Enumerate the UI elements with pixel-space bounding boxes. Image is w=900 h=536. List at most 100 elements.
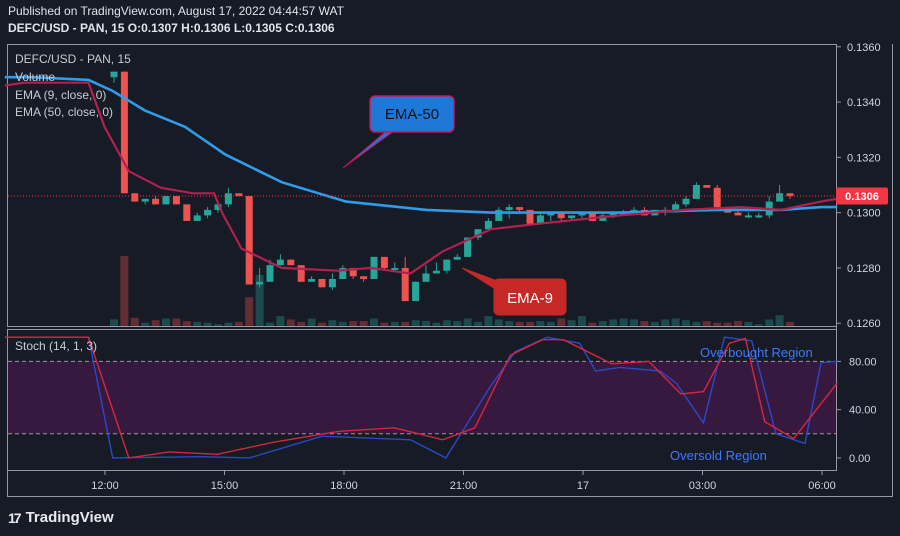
candle-body bbox=[308, 279, 316, 282]
volume-bar bbox=[640, 321, 649, 326]
current-price-label: 0.1306 bbox=[845, 191, 879, 203]
volume-bar bbox=[182, 321, 191, 326]
volume-bars bbox=[110, 256, 794, 326]
candle-body bbox=[588, 212, 596, 221]
volume-bar bbox=[224, 322, 233, 326]
candle-body bbox=[380, 256, 388, 268]
volume-bar bbox=[650, 321, 659, 326]
brand-name: TradingView bbox=[25, 509, 114, 526]
stoch-band bbox=[8, 361, 836, 434]
volume-bar bbox=[338, 321, 347, 326]
volume-bar bbox=[422, 321, 430, 326]
candle-body bbox=[297, 265, 305, 282]
candle-body bbox=[224, 193, 232, 205]
volume-bar bbox=[297, 321, 306, 326]
stoch-d-line bbox=[4, 336, 838, 459]
volume-bar bbox=[578, 316, 586, 326]
volume-bar bbox=[276, 316, 285, 326]
candle-body bbox=[183, 204, 191, 221]
candle-body bbox=[484, 220, 492, 230]
volume-bar bbox=[193, 321, 202, 326]
candle-body bbox=[744, 215, 752, 218]
stoch-tick-label: 0.00 bbox=[849, 453, 870, 465]
candle-body bbox=[401, 267, 409, 302]
candle-body bbox=[703, 185, 711, 188]
time-tick-label: 12:00 bbox=[91, 480, 119, 492]
volume-bar bbox=[401, 321, 410, 326]
price-tick-label: 0.1360 bbox=[847, 42, 881, 54]
candle-body bbox=[120, 71, 128, 194]
volume-bar bbox=[702, 321, 711, 326]
candle-body bbox=[443, 259, 451, 271]
volume-bar bbox=[110, 319, 118, 326]
volume-bar bbox=[609, 319, 618, 326]
volume-bar bbox=[557, 318, 566, 326]
volume-bar bbox=[515, 321, 524, 326]
candle-body bbox=[453, 256, 461, 260]
time-tick-label: 17 bbox=[577, 480, 589, 492]
candle-body bbox=[276, 259, 284, 266]
price-pane-frame bbox=[7, 44, 837, 327]
legend-stoch: Stoch (14, 1, 3) bbox=[15, 339, 98, 353]
time-tick-label: 18:00 bbox=[330, 480, 358, 492]
price-tick-label: 0.1320 bbox=[847, 152, 881, 164]
volume-bar bbox=[162, 318, 170, 326]
candle-body bbox=[318, 279, 326, 288]
volume-bar bbox=[619, 318, 628, 326]
candle-body bbox=[256, 281, 264, 285]
published-info: Published on TradingView.com, August 17,… bbox=[8, 4, 344, 18]
candle-body bbox=[193, 215, 201, 221]
oversold-label: Oversold Region bbox=[670, 448, 767, 463]
price-tick-label: 0.1340 bbox=[847, 97, 881, 109]
ema9-callout: EMA-9 bbox=[461, 267, 567, 316]
price-tick-label: 0.1280 bbox=[847, 263, 881, 275]
ema50-callout-label: EMA-50 bbox=[385, 106, 439, 123]
ema9-callout-label: EMA-9 bbox=[507, 290, 553, 307]
volume-bar bbox=[484, 316, 493, 326]
candle-body bbox=[505, 207, 513, 210]
candle-body bbox=[131, 193, 139, 202]
volume-bar bbox=[266, 322, 274, 326]
volume-bar bbox=[775, 315, 784, 326]
candle-body bbox=[214, 204, 222, 210]
volume-bar bbox=[786, 321, 794, 326]
candle-body bbox=[287, 259, 295, 266]
candle-body bbox=[495, 209, 503, 221]
ema50-line bbox=[4, 75, 838, 214]
overbought-label: Overbought Region bbox=[700, 345, 813, 360]
volume-bar bbox=[734, 321, 742, 326]
volume-bar bbox=[692, 321, 701, 326]
volume-bar bbox=[588, 322, 597, 326]
candle-body bbox=[110, 71, 118, 78]
volume-bar bbox=[505, 321, 514, 326]
volume-bar bbox=[120, 256, 129, 326]
volume-bar bbox=[370, 318, 378, 326]
time-axis: 12:00 15:00 18:00 21:00 17 03:00 06:00 bbox=[91, 470, 836, 492]
candle-body bbox=[152, 198, 160, 205]
candle-body bbox=[266, 265, 274, 282]
volume-bar bbox=[463, 318, 472, 326]
price-tick-label: 0.1260 bbox=[847, 318, 881, 330]
ema9-line bbox=[4, 81, 838, 275]
time-tick-label: 21:00 bbox=[450, 480, 478, 492]
candle-body bbox=[516, 207, 524, 210]
candle-body bbox=[360, 276, 368, 279]
tradingview-brand[interactable]: 17 TradingView bbox=[8, 509, 114, 526]
candle-body bbox=[328, 279, 336, 288]
volume-bar bbox=[744, 321, 753, 326]
volume-bar bbox=[671, 318, 680, 326]
ema50-callout: EMA-50 bbox=[342, 95, 455, 169]
candle-body bbox=[162, 196, 170, 205]
volume-bar bbox=[754, 324, 763, 326]
candle-body bbox=[568, 215, 576, 219]
volume-bar bbox=[234, 321, 243, 326]
volume-bar bbox=[713, 322, 722, 326]
candle-body bbox=[474, 229, 482, 238]
candle-body bbox=[547, 212, 555, 216]
volume-bar bbox=[598, 321, 607, 326]
candle-body bbox=[609, 212, 617, 216]
candle-body bbox=[578, 212, 586, 216]
candle-body bbox=[412, 281, 420, 302]
volume-bar bbox=[141, 322, 150, 326]
